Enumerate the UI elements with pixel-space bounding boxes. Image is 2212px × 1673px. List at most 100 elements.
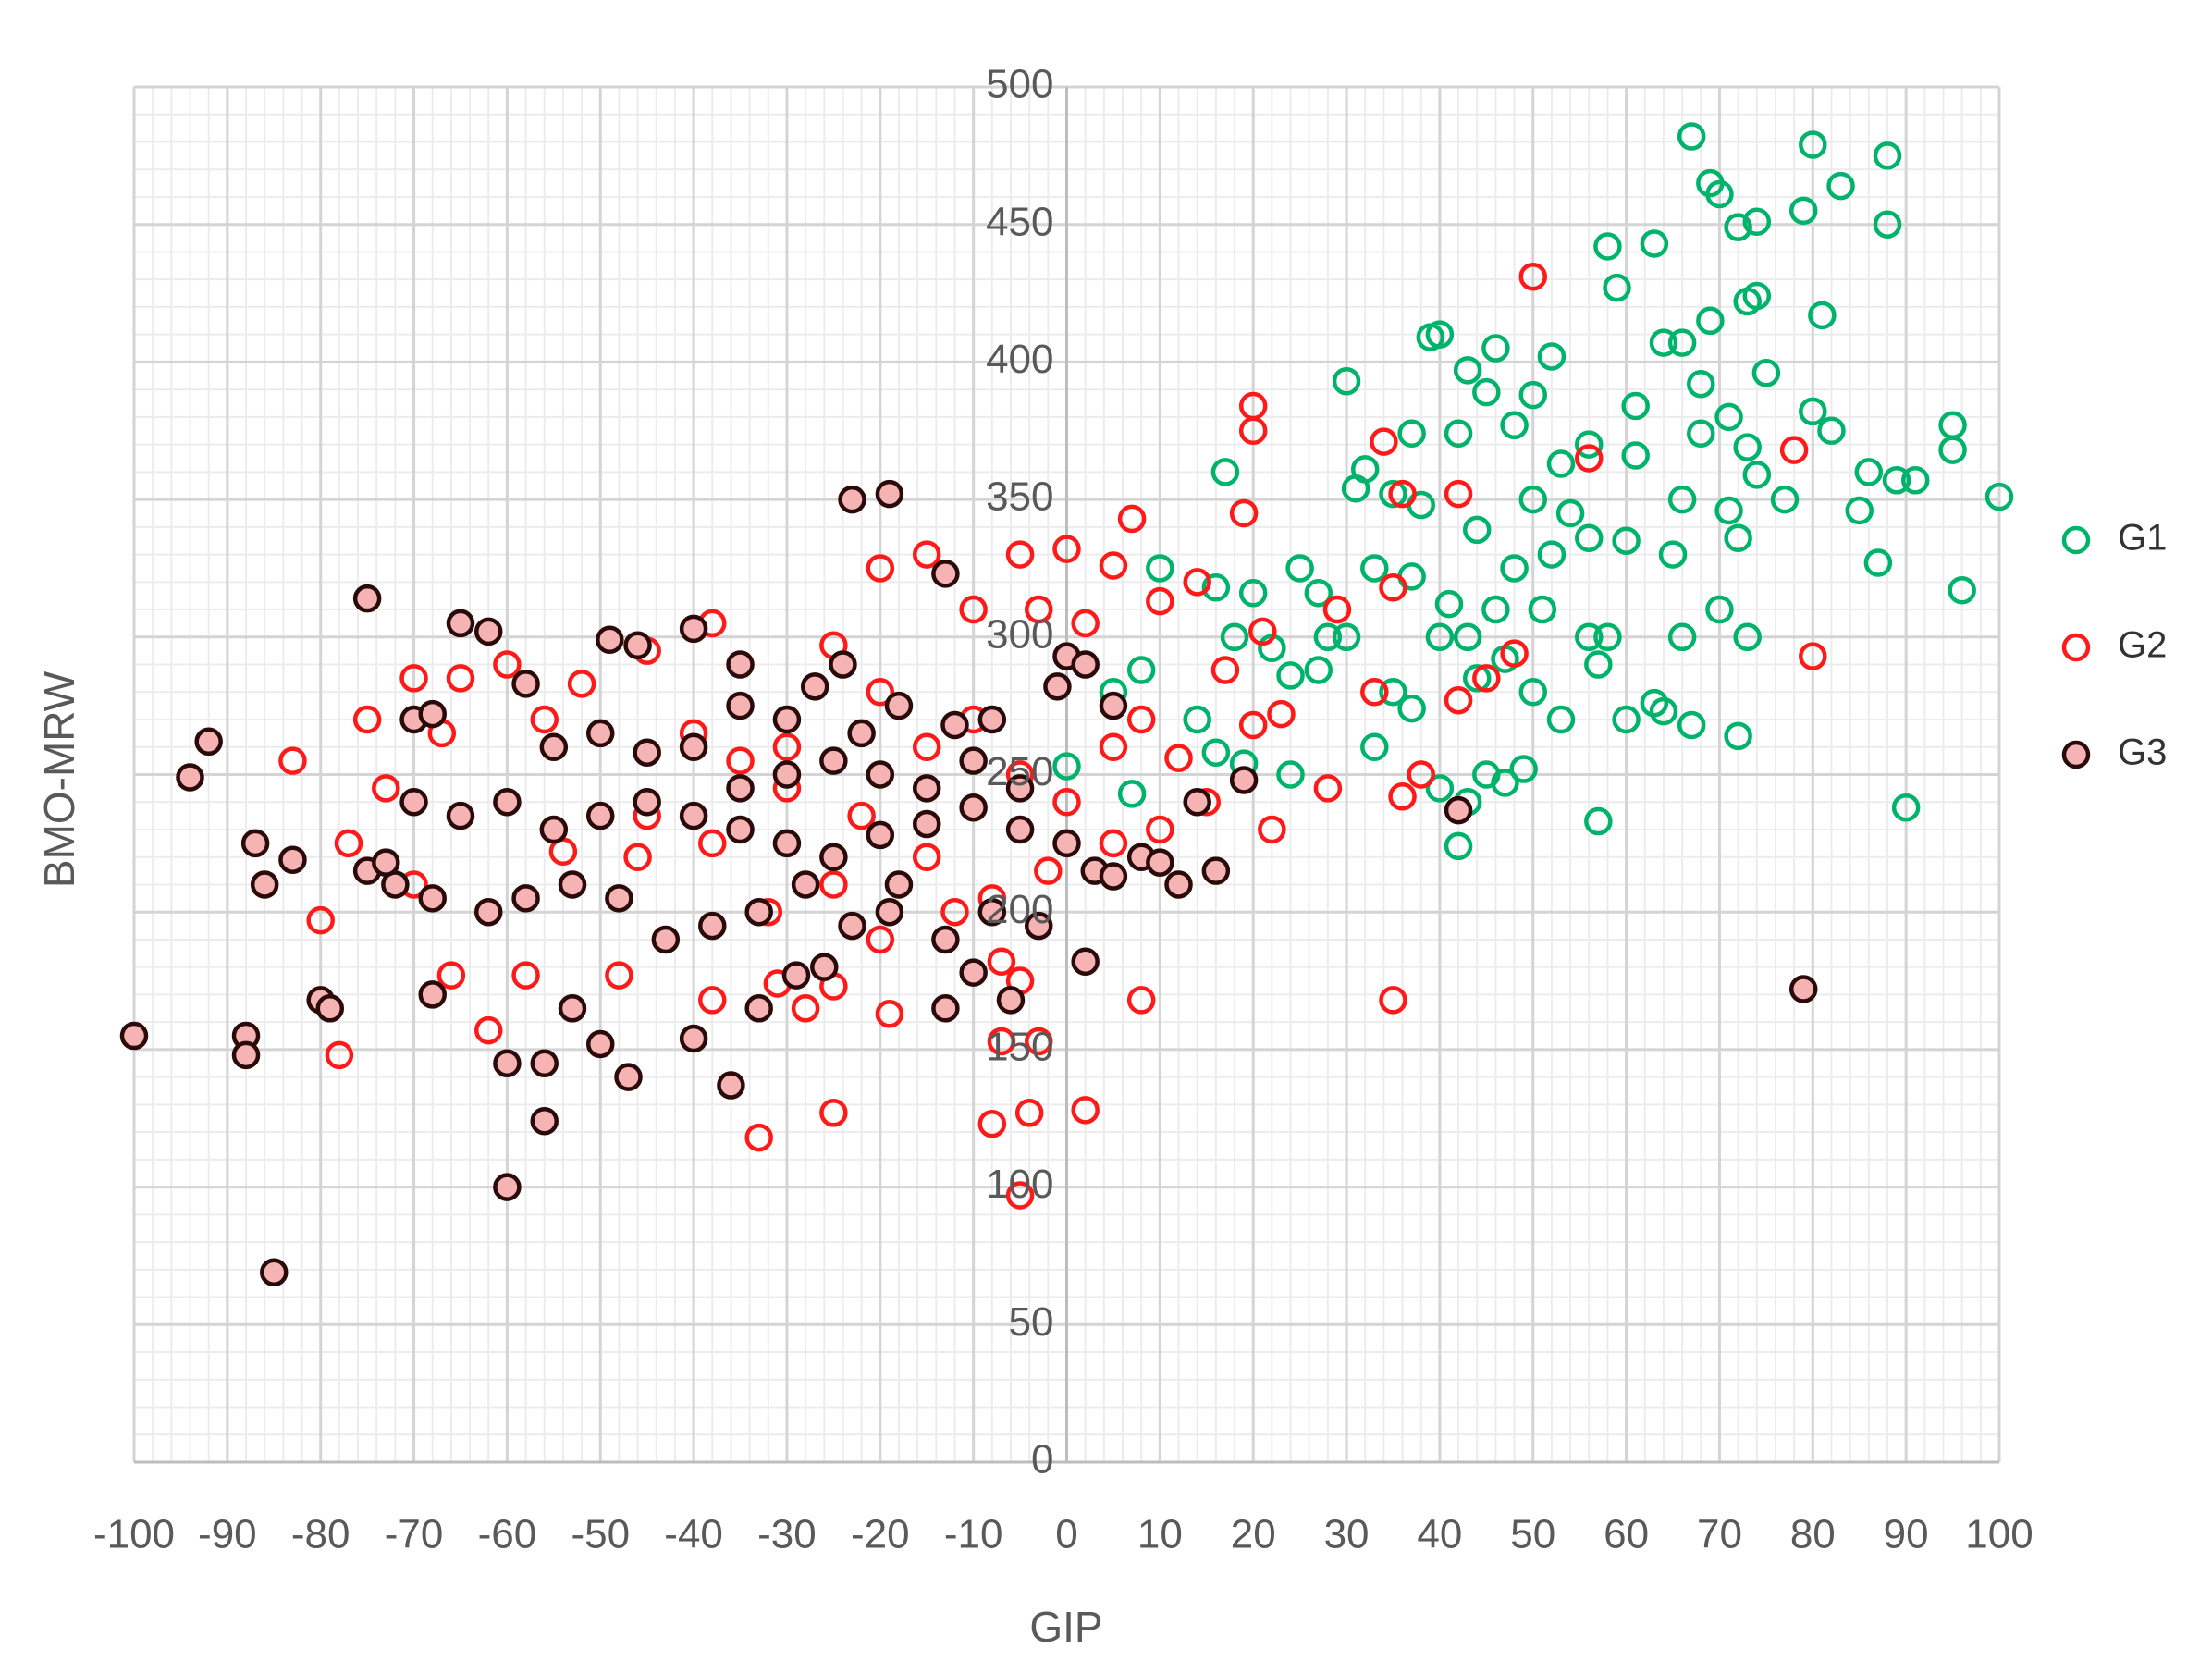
legend-marker [2061, 633, 2091, 662]
scatter-point [1126, 986, 1156, 1015]
scatter-point [1799, 642, 1827, 670]
scatter-point [1332, 622, 1361, 652]
scatter-point [912, 774, 941, 803]
scatter-point [744, 897, 773, 927]
scatter-point [847, 719, 876, 748]
scatter-point [1546, 449, 1576, 478]
scatter-point [1341, 474, 1370, 503]
scatter-point [493, 1173, 522, 1201]
scatter-point [1854, 458, 1884, 486]
scatter-point [1210, 656, 1240, 684]
scatter-point [1826, 171, 1855, 201]
scatter-point [1258, 815, 1286, 844]
scatter-point [726, 774, 755, 803]
scatter-point [1891, 793, 1921, 822]
scatter-point [399, 787, 428, 817]
x-tick-label: -30 [757, 1512, 817, 1557]
scatter-point [511, 670, 540, 698]
scatter-point [176, 763, 204, 792]
scatter-point [959, 595, 988, 624]
scatter-point [959, 793, 988, 822]
scatter-point [1267, 699, 1296, 729]
scatter-point [194, 727, 223, 757]
scatter-point [1518, 380, 1547, 410]
scatter-point [1370, 427, 1398, 456]
x-tick-label: -40 [664, 1512, 723, 1557]
scatter-point [772, 829, 802, 858]
scatter-point [1817, 416, 1846, 445]
x-tick-label: 50 [1510, 1512, 1555, 1557]
scatter-point [1948, 575, 1976, 605]
scatter-point [1117, 780, 1147, 808]
scatter-point [511, 961, 540, 990]
scatter-point [1658, 540, 1688, 569]
scatter-point [1005, 774, 1035, 803]
scatter-point [473, 1015, 503, 1045]
scatter-point [875, 479, 904, 509]
scatter-point [912, 843, 941, 871]
scatter-point [1500, 554, 1529, 583]
scatter-point [623, 631, 652, 659]
scatter-point [1014, 1099, 1044, 1127]
y-tick-label: 200 [986, 887, 1053, 932]
scatter-point [372, 848, 400, 877]
y-tick-label: 400 [986, 337, 1053, 382]
scatter-point [1612, 705, 1641, 734]
scatter-point [1444, 419, 1473, 448]
scatter-point [1873, 210, 1902, 239]
scatter-point [1649, 328, 1678, 357]
x-tick-label: 30 [1324, 1512, 1370, 1557]
scatter-point [231, 1040, 261, 1070]
scatter-point [493, 1049, 522, 1078]
scatter-point [1201, 738, 1231, 767]
scatter-point [726, 691, 755, 720]
scatter-point [1071, 1096, 1100, 1125]
scatter-point [884, 691, 914, 720]
scatter-point [1751, 359, 1781, 387]
scatter-point [1603, 273, 1631, 302]
scatter-point [781, 961, 811, 990]
scatter-point [614, 1063, 643, 1091]
scatter-point [810, 953, 839, 981]
scatter-point [530, 705, 559, 734]
y-tick-label: 0 [1031, 1437, 1053, 1482]
y-tick-label: 250 [986, 749, 1053, 794]
scatter-point [1518, 678, 1547, 707]
scatter-point [1584, 650, 1613, 679]
scatter-point [530, 1049, 559, 1078]
y-tick-label: 450 [986, 199, 1053, 244]
scatter-point [352, 584, 382, 613]
scatter-point [959, 958, 988, 987]
scatter-point [1388, 479, 1417, 509]
scatter-point [511, 884, 540, 913]
scatter-point [931, 994, 960, 1023]
scatter-point [1099, 551, 1128, 580]
scatter-point [1500, 639, 1529, 668]
legend: G1 G2 G3 [2061, 518, 2167, 773]
scatter-point [1099, 829, 1128, 858]
scatter-point [1024, 595, 1053, 624]
y-tick-label: 50 [1009, 1299, 1054, 1345]
scatter-point [1052, 535, 1081, 563]
scatter-point [847, 801, 876, 830]
scatter-point [1742, 207, 1772, 236]
scatter-point [1733, 433, 1762, 461]
scatter-point [1379, 479, 1407, 509]
scatter-point [912, 809, 941, 839]
scatter-point [1779, 436, 1809, 464]
scatter-point [838, 485, 866, 514]
scatter-point [1677, 710, 1706, 740]
scatter-point [1434, 589, 1464, 619]
scatter-point [1500, 411, 1529, 440]
scatter-point [1537, 342, 1567, 371]
scatter-point [1509, 755, 1538, 783]
scatter-point [1555, 498, 1585, 528]
scatter-point [912, 732, 941, 762]
scatter-point [1640, 229, 1669, 258]
scatter-point [1687, 419, 1715, 448]
scatter-point [1788, 196, 1818, 226]
legend-label: G1 [2118, 518, 2167, 559]
scatter-point [1687, 369, 1715, 399]
scatter-point [940, 897, 969, 927]
scatter-point [1705, 179, 1734, 209]
